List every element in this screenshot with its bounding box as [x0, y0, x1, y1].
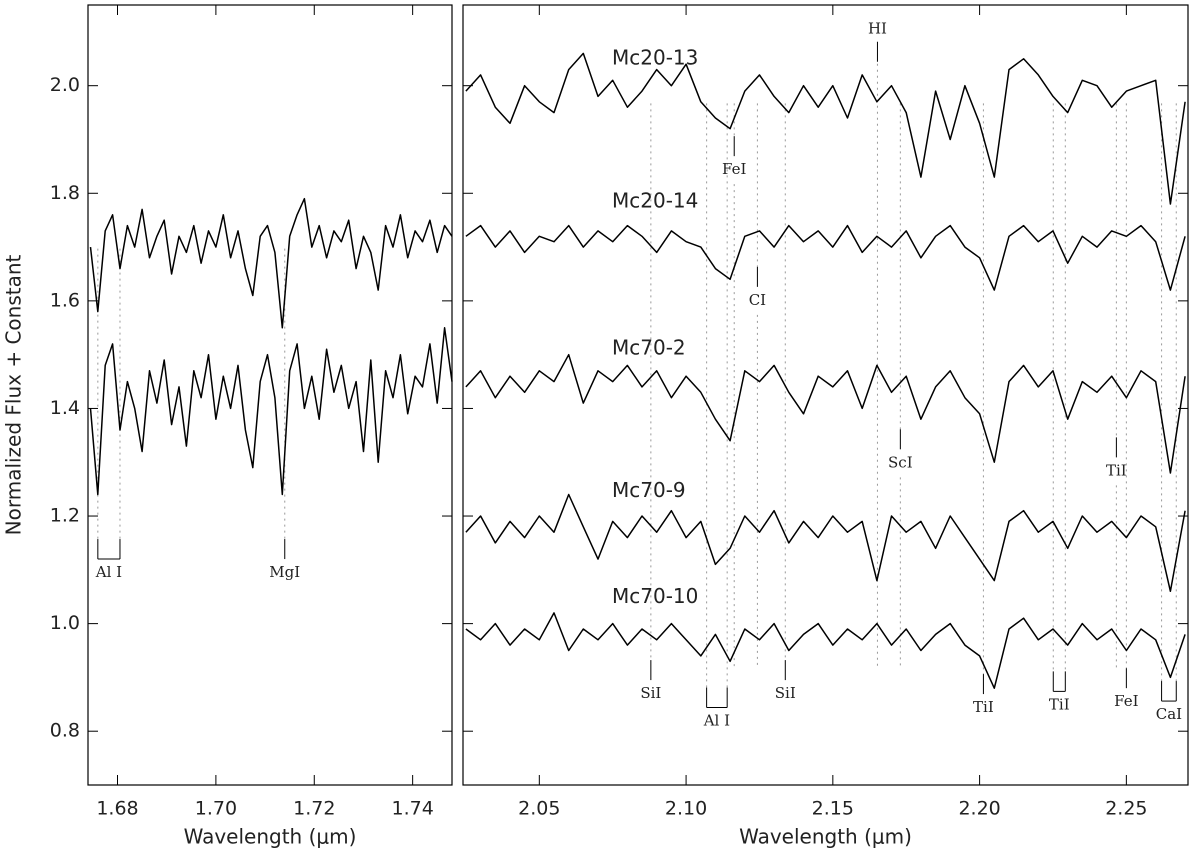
- y-tick-label: 1.8: [50, 182, 80, 204]
- line-id-label: Al I: [95, 563, 122, 581]
- x-tick-label: 1.74: [391, 798, 433, 820]
- x-tick-label: 2.05: [518, 798, 560, 820]
- y-axis-label: Normalized Flux + Constant: [2, 254, 26, 535]
- line-id-label: FeI: [722, 160, 746, 178]
- x-tick-label: 1.68: [96, 798, 138, 820]
- line-id-label: CI: [749, 291, 766, 309]
- x-tick-label: 2.10: [665, 798, 707, 820]
- line-id-label: Al I: [703, 712, 730, 730]
- line-id-label: TiI: [1106, 461, 1127, 479]
- line-id-label: TiI: [1049, 695, 1070, 713]
- spectrum: [89, 197, 453, 329]
- spectrum: [89, 327, 453, 496]
- x-tick-label: 2.15: [812, 798, 854, 820]
- spectrum: [465, 612, 1186, 689]
- y-tick-label: 0.8: [50, 720, 80, 742]
- y-tick-label: 1.6: [50, 289, 80, 311]
- line-id-label: TiI: [973, 698, 994, 716]
- spectrum: [465, 224, 1186, 291]
- x-tick-label: 1.70: [195, 798, 237, 820]
- series-name: Mc20-13: [612, 46, 698, 70]
- y-tick-label: 1.0: [50, 612, 80, 634]
- x-tick-label: 2.20: [958, 798, 1000, 820]
- spectrum: [465, 353, 1186, 474]
- series-name: Mc20-14: [612, 189, 698, 213]
- series-name: Mc70-9: [612, 478, 686, 502]
- x-axis-label: Wavelength (μm): [739, 825, 912, 849]
- spectrum: [465, 493, 1186, 593]
- plot-frame: [87, 4, 453, 786]
- line-id-label: CaI: [1156, 705, 1182, 723]
- line-id-label: SiI: [775, 684, 796, 702]
- y-tick-label: 1.4: [50, 397, 80, 419]
- x-tick-label: 2.25: [1105, 798, 1147, 820]
- line-id-label: SiI: [640, 684, 661, 702]
- line-id-label: HI: [868, 20, 887, 38]
- series-name: Mc70-10: [612, 584, 698, 608]
- line-id-label: FeI: [1114, 692, 1138, 710]
- series-name: Mc70-2: [612, 336, 686, 360]
- x-axis-label: Wavelength (μm): [184, 825, 357, 849]
- y-tick-label: 1.2: [50, 505, 80, 527]
- line-id-label: ScI: [888, 453, 913, 471]
- plot-frame: [462, 4, 1189, 786]
- line-id-label: MgI: [269, 563, 300, 581]
- x-tick-label: 1.72: [293, 798, 335, 820]
- y-tick-label: 2.0: [50, 74, 80, 96]
- spectrum: [465, 52, 1186, 205]
